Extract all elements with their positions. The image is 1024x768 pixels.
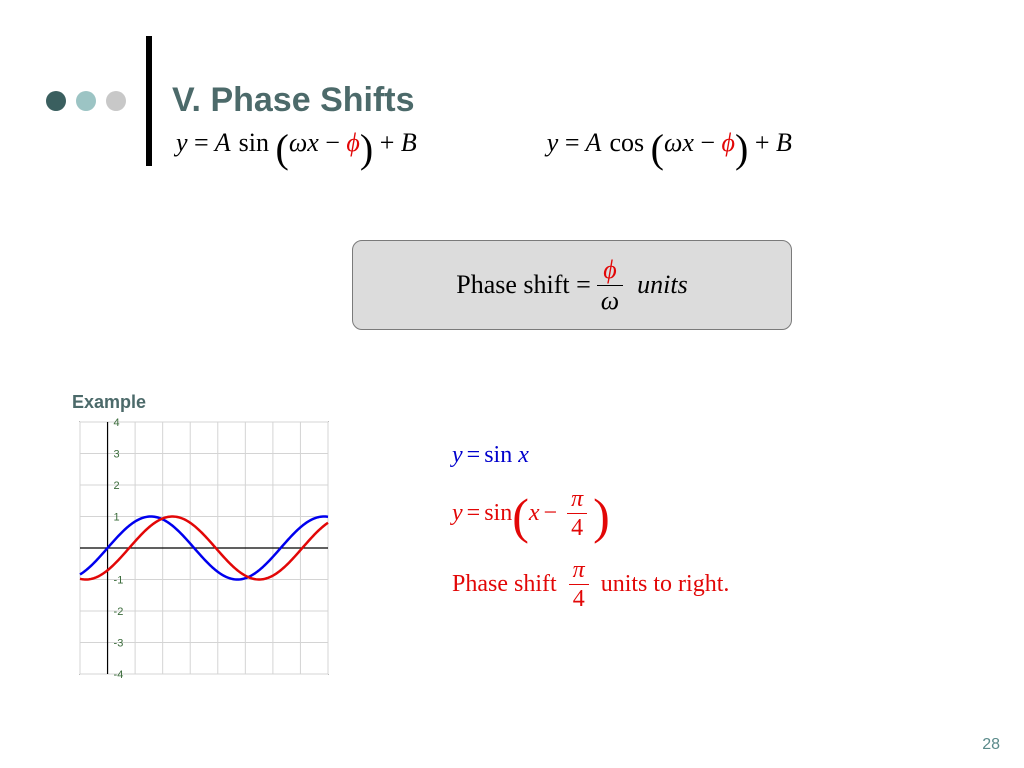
bullet-icon — [76, 91, 96, 111]
bullet-icon — [46, 91, 66, 111]
phase-fraction: ϕ ω — [597, 257, 623, 314]
eq-sin-x-shifted: y = sin ( x − π4 ) — [452, 487, 729, 540]
units-label: units — [637, 270, 688, 300]
svg-text:-3: -3 — [114, 638, 124, 650]
svg-text:1: 1 — [114, 512, 120, 524]
eq-sin-x: y = sin x — [452, 442, 729, 469]
example-chart: -4 -3 -2 -1 1 2 3 4 — [72, 418, 332, 683]
slide-title: V. Phase Shifts — [172, 82, 415, 119]
svg-text:-2: -2 — [114, 606, 124, 618]
bullet-icon — [106, 91, 126, 111]
sine-chart-svg: -4 -3 -2 -1 1 2 3 4 — [72, 418, 332, 678]
example-equations: y = sin x y = sin ( x − π4 ) Phase shift… — [452, 442, 729, 629]
phase-shift-box: Phase shift = ϕ ω units — [352, 240, 792, 330]
example-label: Example — [72, 392, 146, 413]
svg-text:2: 2 — [114, 480, 120, 492]
page-number: 28 — [982, 736, 1000, 754]
vertical-bar-icon — [146, 36, 152, 166]
bullet-row — [46, 91, 126, 111]
phase-shift-statement: Phase shift π4 units to right. — [452, 558, 729, 611]
sin-formula: y = A sin (ωx − ϕ) + B — [176, 128, 417, 158]
svg-text:4: 4 — [114, 418, 120, 429]
phase-shift-label: Phase shift = — [456, 270, 591, 300]
cos-formula: y = A cos (ωx − ϕ) + B — [547, 128, 792, 158]
svg-text:-4: -4 — [114, 669, 124, 678]
svg-text:3: 3 — [114, 449, 120, 461]
svg-text:-1: -1 — [114, 575, 124, 587]
formula-row: y = A sin (ωx − ϕ) + B y = A cos (ωx − ϕ… — [176, 128, 792, 158]
